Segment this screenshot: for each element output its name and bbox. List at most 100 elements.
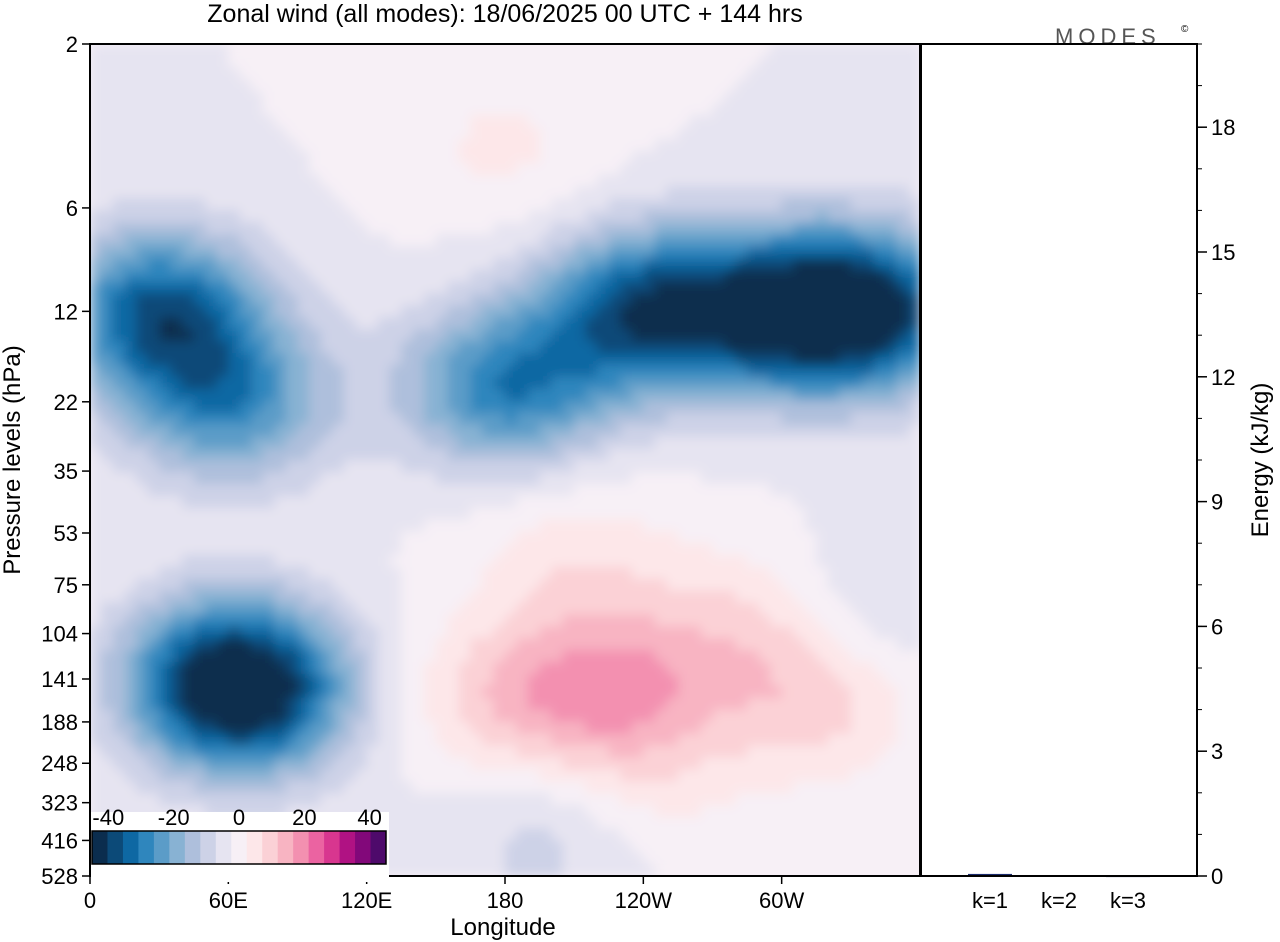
heatmap-cell (378, 269, 391, 283)
heatmap-cell (735, 460, 748, 473)
heatmap-cell (758, 269, 771, 283)
heatmap-cell (412, 55, 425, 69)
heatmap-cell (666, 376, 679, 390)
heatmap-cell (758, 673, 771, 687)
heatmap-cell (401, 566, 414, 580)
heatmap-cell (643, 662, 656, 675)
heatmap-cell (101, 127, 114, 140)
heatmap-cell (193, 269, 206, 283)
heatmap-cell (366, 139, 379, 152)
heatmap-cell (804, 412, 817, 425)
heatmap-cell (620, 257, 633, 271)
heatmap-cell (170, 257, 183, 271)
heatmap-cell (700, 769, 714, 782)
heatmap-cell (505, 67, 518, 81)
heatmap-cell (724, 673, 737, 687)
heatmap-cell (793, 650, 806, 663)
heatmap-cell (804, 519, 817, 532)
heatmap-cell (827, 650, 840, 663)
heatmap-cell (401, 531, 414, 544)
heatmap-cell (539, 780, 552, 794)
heatmap-cell (113, 79, 126, 93)
heatmap-cell (493, 495, 506, 509)
heatmap-cell (758, 246, 771, 259)
heatmap-cell (481, 198, 495, 211)
heatmap-cell (597, 127, 610, 140)
heatmap-cell (458, 79, 472, 93)
heatmap-cell (643, 852, 656, 865)
heatmap-cell (770, 792, 783, 806)
heatmap-cell (136, 305, 149, 318)
heatmap-cell (320, 103, 333, 116)
heatmap-cell (297, 317, 310, 330)
heatmap-cell (620, 198, 633, 211)
heatmap-cell (113, 91, 126, 105)
heatmap-cell (124, 246, 137, 259)
heatmap-cell (781, 281, 794, 295)
heatmap-cell (758, 769, 771, 782)
heatmap-cell (251, 460, 264, 473)
heatmap-cell (747, 780, 760, 794)
heatmap-cell (505, 79, 518, 93)
heatmap-cell (251, 127, 264, 140)
heatmap-cell (147, 578, 160, 592)
heatmap-cell (585, 353, 598, 366)
heatmap-cell (908, 150, 920, 164)
heatmap-cell (747, 650, 760, 663)
heatmap-cell (228, 555, 241, 568)
heatmap-cell (378, 376, 391, 390)
heatmap-cell (239, 329, 252, 342)
heatmap-cell (747, 792, 760, 806)
heatmap-cell (366, 555, 379, 568)
heatmap-cell (666, 816, 679, 830)
heatmap-cell (689, 662, 702, 675)
heatmap-cell (585, 840, 598, 853)
heatmap-cell (735, 305, 748, 318)
heatmap-cell (562, 507, 575, 521)
heatmap-cell (147, 673, 160, 687)
heatmap-cell (896, 127, 910, 140)
heatmap-cell (251, 305, 264, 318)
heatmap-cell (90, 44, 103, 57)
heatmap-cell (297, 103, 310, 116)
heatmap-cell (724, 614, 737, 627)
heatmap-cell (274, 67, 287, 81)
heatmap-cell (850, 852, 863, 865)
heatmap-cell (804, 448, 817, 461)
heatmap-cell (816, 650, 829, 663)
heatmap-cell (585, 650, 598, 663)
heatmap-cell (551, 721, 564, 734)
heatmap-cell (654, 733, 667, 746)
heatmap-cell (182, 210, 195, 223)
heatmap-cell (193, 495, 206, 509)
heatmap-cell (850, 376, 863, 390)
heatmap-cell (677, 673, 691, 687)
heatmap-cell (401, 376, 414, 390)
heatmap-cell (608, 246, 621, 259)
heatmap-cell (320, 769, 333, 782)
heatmap-cell (562, 79, 575, 93)
heatmap-cell (458, 55, 472, 69)
heatmap-cell (297, 721, 310, 734)
heatmap-cell (516, 602, 529, 616)
heatmap-cell (239, 269, 252, 283)
heatmap-cell (228, 103, 241, 116)
heatmap-cell (747, 115, 760, 128)
heatmap-cell (470, 388, 483, 402)
heatmap-cell (608, 317, 621, 330)
heatmap-cell (90, 673, 103, 687)
heatmap-cell (608, 341, 621, 354)
heatmap-cell (793, 67, 806, 81)
heatmap-cell (620, 400, 633, 414)
heatmap-cell (424, 329, 437, 342)
heatmap-cell (309, 269, 322, 283)
heatmap-cell (608, 234, 621, 247)
heatmap-cell (159, 55, 172, 69)
heatmap-cell (124, 281, 137, 295)
heatmap-cell (389, 67, 402, 81)
heatmap-cell (654, 222, 667, 235)
heatmap-cell (908, 103, 920, 116)
heatmap-cell (297, 341, 310, 354)
heatmap-cell (251, 602, 264, 616)
heatmap-cell (516, 222, 529, 235)
